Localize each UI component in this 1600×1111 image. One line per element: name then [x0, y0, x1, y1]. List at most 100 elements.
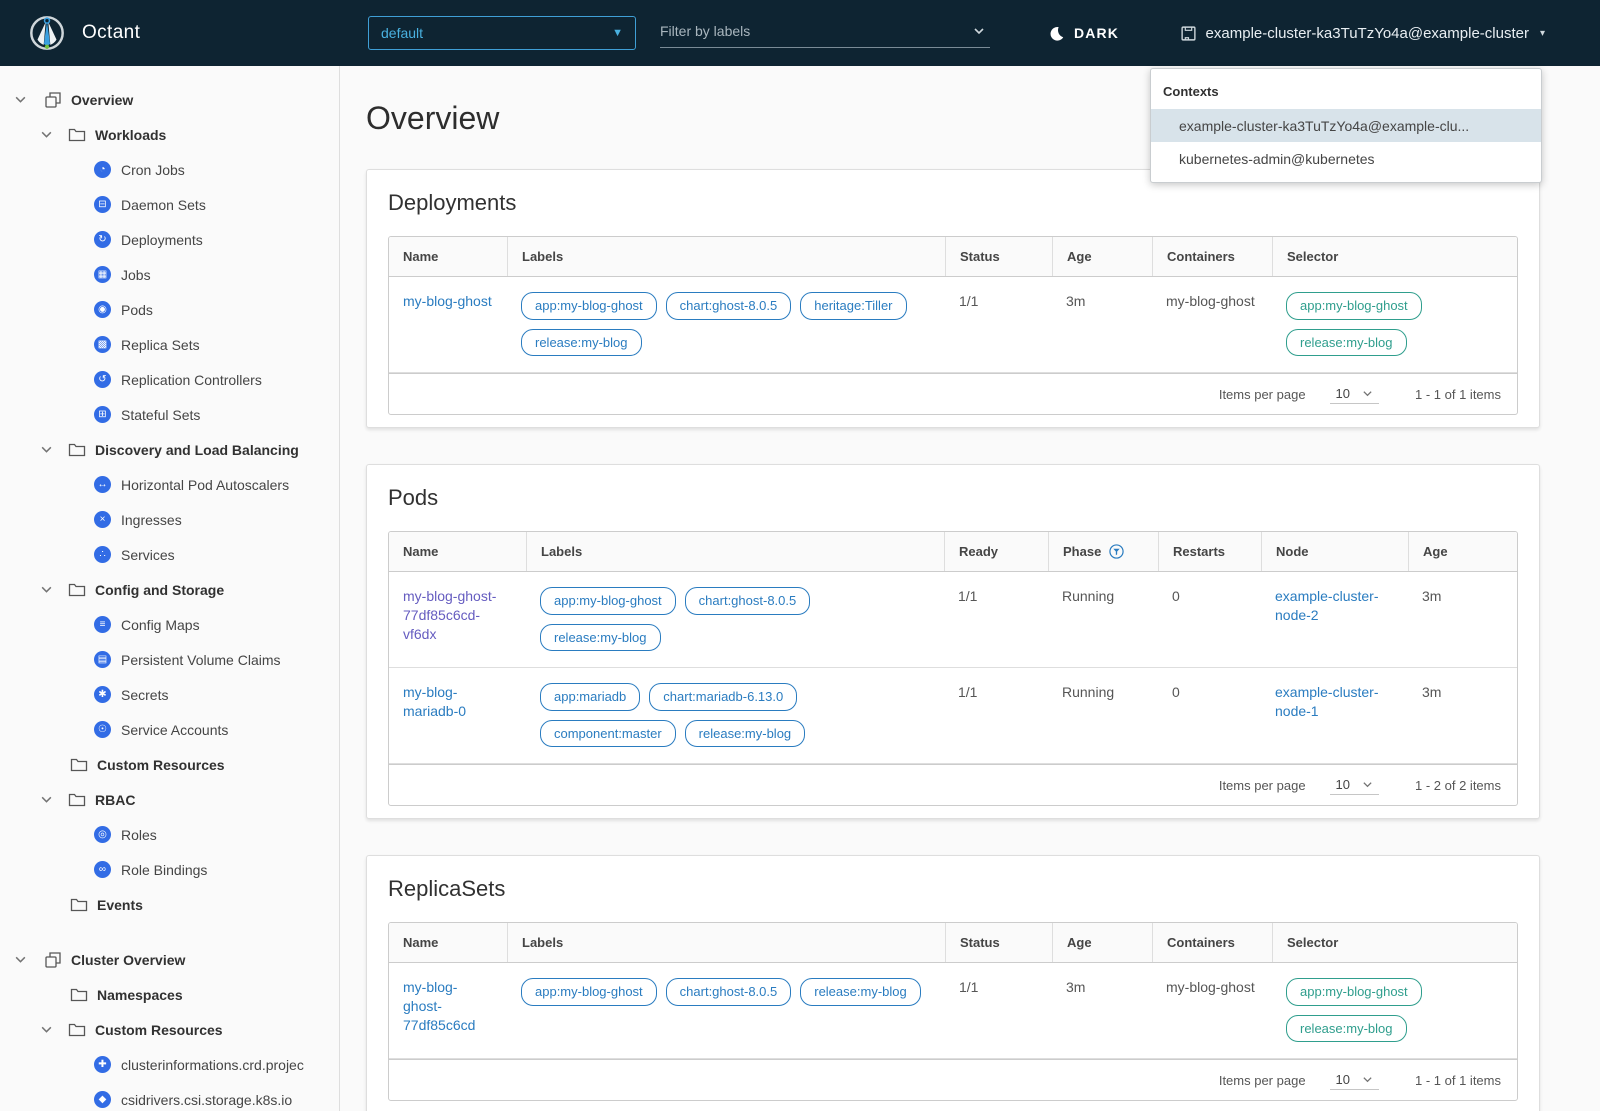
- label-tag: chart:mariadb-6.13.0: [649, 683, 798, 711]
- serviceaccounts-icon: ☉: [94, 721, 111, 738]
- sidebar-item-label: Jobs: [121, 266, 151, 283]
- sidebar-item-label: Cron Jobs: [121, 161, 185, 178]
- label-tag: app:my-blog-ghost: [521, 978, 657, 1006]
- sidebar-item-replication-controllers[interactable]: ↺ Replication Controllers: [0, 362, 339, 397]
- sidebar-item-horizontal-pod-autoscalers[interactable]: ↔ Horizontal Pod Autoscalers: [0, 467, 339, 502]
- column-header-selector: Selector: [1272, 237, 1517, 276]
- phase-label: Phase: [1063, 544, 1102, 560]
- sidebar-item-workloads[interactable]: Workloads: [0, 117, 339, 152]
- sidebar-item-ingresses[interactable]: × Ingresses: [0, 502, 339, 537]
- sidebar-item-discovery-load-balancing[interactable]: Discovery and Load Balancing: [0, 432, 339, 467]
- column-header-restarts: Restarts: [1158, 532, 1261, 572]
- sidebar-item-services[interactable]: ∴ Services: [0, 537, 339, 572]
- folder-icon: [70, 987, 88, 1002]
- chevron-down-icon[interactable]: [38, 793, 54, 806]
- age-cell: 3m: [1066, 979, 1086, 996]
- sidebar-item-csidrivers[interactable]: ◆ csidrivers.csi.storage.k8s.io: [0, 1082, 339, 1111]
- sidebar-item-custom-resources[interactable]: Custom Resources: [0, 747, 339, 782]
- chevron-down-icon[interactable]: [12, 93, 28, 106]
- items-per-page-label: Items per page: [1218, 386, 1306, 402]
- sidebar-item-events[interactable]: Events: [0, 887, 339, 922]
- sidebar-item-config-and-storage[interactable]: Config and Storage: [0, 572, 339, 607]
- deployment-name-link[interactable]: my-blog-ghost: [403, 293, 492, 309]
- daemonsets-icon: ⊟: [94, 196, 111, 213]
- chevron-down-icon[interactable]: [38, 128, 54, 141]
- chevron-down-icon: ▾: [1539, 27, 1545, 39]
- context-item-selected[interactable]: example-cluster-ka3TuTzYo4a@example-clu.…: [1151, 109, 1541, 142]
- label-filter-input[interactable]: Filter by labels: [660, 15, 990, 48]
- sidebar-item-daemon-sets[interactable]: ⊟ Daemon Sets: [0, 187, 339, 222]
- sidebar-item-label: Config Maps: [121, 616, 200, 633]
- age-cell: 3m: [1066, 293, 1086, 309]
- folder-icon: [70, 897, 88, 912]
- sidebar-item-roles[interactable]: ◎ Roles: [0, 817, 339, 852]
- column-header-node: Node: [1261, 532, 1408, 572]
- sidebar-item-stateful-sets[interactable]: ⊞ Stateful Sets: [0, 397, 339, 432]
- cluster-cube-icon: [1180, 25, 1197, 42]
- header-bar: Octant default ▼ Filter by labels DARK: [0, 0, 1600, 66]
- page-title: Overview: [366, 100, 500, 136]
- chevron-down-icon[interactable]: [38, 443, 54, 456]
- context-selector-button[interactable]: example-cluster-ka3TuTzYo4a@example-clus…: [1180, 0, 1545, 66]
- label-tag: app:my-blog-ghost: [540, 587, 676, 615]
- column-header-name: Name: [403, 935, 439, 951]
- sidebar-item-label: Ingresses: [121, 511, 182, 528]
- replicaset-name-link[interactable]: my-blog-ghost-77df85c6cd: [403, 979, 476, 1034]
- sidebar-item-pods[interactable]: ◉ Pods: [0, 292, 339, 327]
- pod-name-link[interactable]: my-blog-mariadb-0: [403, 684, 467, 720]
- sidebar-item-label: Namespaces: [97, 986, 183, 1003]
- moon-icon: [1048, 25, 1065, 42]
- node-link[interactable]: example-cluster-node-1: [1275, 684, 1379, 720]
- filter-icon[interactable]: [1109, 544, 1124, 559]
- chevron-down-icon: [1363, 782, 1372, 788]
- replicasets-table-header: Name Labels Status Age Containers Select…: [389, 923, 1517, 964]
- table-row: my-blog-ghost app:my-blog-ghost chart:gh…: [389, 277, 1517, 374]
- sidebar-item-label: Roles: [121, 826, 157, 843]
- sidebar-item-cron-jobs[interactable]: ◔ Cron Jobs: [0, 152, 339, 187]
- sidebar-item-rbac[interactable]: RBAC: [0, 782, 339, 817]
- sidebar-item-role-bindings[interactable]: ∞ Role Bindings: [0, 852, 339, 887]
- chevron-down-icon: [1363, 391, 1372, 397]
- sidebar-item-label: csidrivers.csi.storage.k8s.io: [121, 1091, 293, 1108]
- page-size-value: 10: [1335, 777, 1351, 793]
- app-title: Octant: [82, 22, 141, 43]
- sidebar-item-label: Daemon Sets: [121, 196, 206, 213]
- sidebar-item-persistent-volume-claims[interactable]: ▤ Persistent Volume Claims: [0, 642, 339, 677]
- sidebar-item-jobs[interactable]: ▦ Jobs: [0, 257, 339, 292]
- page-size-select[interactable]: 10: [1329, 775, 1380, 796]
- dark-label: DARK: [1074, 25, 1119, 41]
- sidebar-item-secrets[interactable]: ✱ Secrets: [0, 677, 339, 712]
- chevron-down-icon[interactable]: [972, 24, 986, 38]
- sidebar-item-replica-sets[interactable]: ▩ Replica Sets: [0, 327, 339, 362]
- sidebar-item-label: Replica Sets: [121, 336, 200, 353]
- configmaps-icon: ≡: [94, 616, 111, 633]
- sidebar-item-label: clusterinformations.crd.projec: [121, 1056, 304, 1073]
- chevron-down-icon[interactable]: [38, 583, 54, 596]
- age-cell: 3m: [1422, 684, 1442, 701]
- pvc-icon: ▤: [94, 651, 111, 668]
- pod-name-link[interactable]: my-blog-ghost-77df85c6cd-vf6dx: [403, 588, 497, 642]
- chevron-down-icon[interactable]: [38, 1023, 54, 1036]
- page-size-select[interactable]: 10: [1329, 384, 1380, 405]
- page-size-value: 10: [1335, 1072, 1351, 1088]
- sidebar-item-clusterinformations[interactable]: ✚ clusterinformations.crd.projec: [0, 1047, 339, 1082]
- replicasets-icon: ▩: [94, 336, 111, 353]
- sidebar-item-deployments[interactable]: ↻ Deployments: [0, 222, 339, 257]
- folder-icon: [68, 127, 86, 142]
- sidebar-item-cluster-custom-resources[interactable]: Custom Resources: [0, 1012, 339, 1047]
- roles-icon: ◎: [94, 826, 111, 843]
- namespace-select[interactable]: default ▼: [368, 16, 636, 50]
- node-link[interactable]: example-cluster-node-2: [1275, 588, 1379, 623]
- page-size-select[interactable]: 10: [1329, 1070, 1380, 1091]
- context-item[interactable]: kubernetes-admin@kubernetes: [1179, 150, 1375, 167]
- sidebar-item-overview[interactable]: Overview: [0, 82, 339, 117]
- deployments-heading: Deployments: [388, 190, 517, 215]
- chevron-down-icon[interactable]: [12, 953, 28, 966]
- dark-theme-toggle[interactable]: DARK: [1048, 0, 1119, 66]
- sidebar-item-config-maps[interactable]: ≡ Config Maps: [0, 607, 339, 642]
- sidebar-item-cluster-overview[interactable]: Cluster Overview: [0, 942, 339, 977]
- sidebar-item-namespaces[interactable]: Namespaces: [0, 977, 339, 1012]
- label-tag: release:my-blog: [684, 719, 806, 748]
- label-tag: release:my-blog: [521, 328, 642, 357]
- sidebar-item-service-accounts[interactable]: ☉ Service Accounts: [0, 712, 339, 747]
